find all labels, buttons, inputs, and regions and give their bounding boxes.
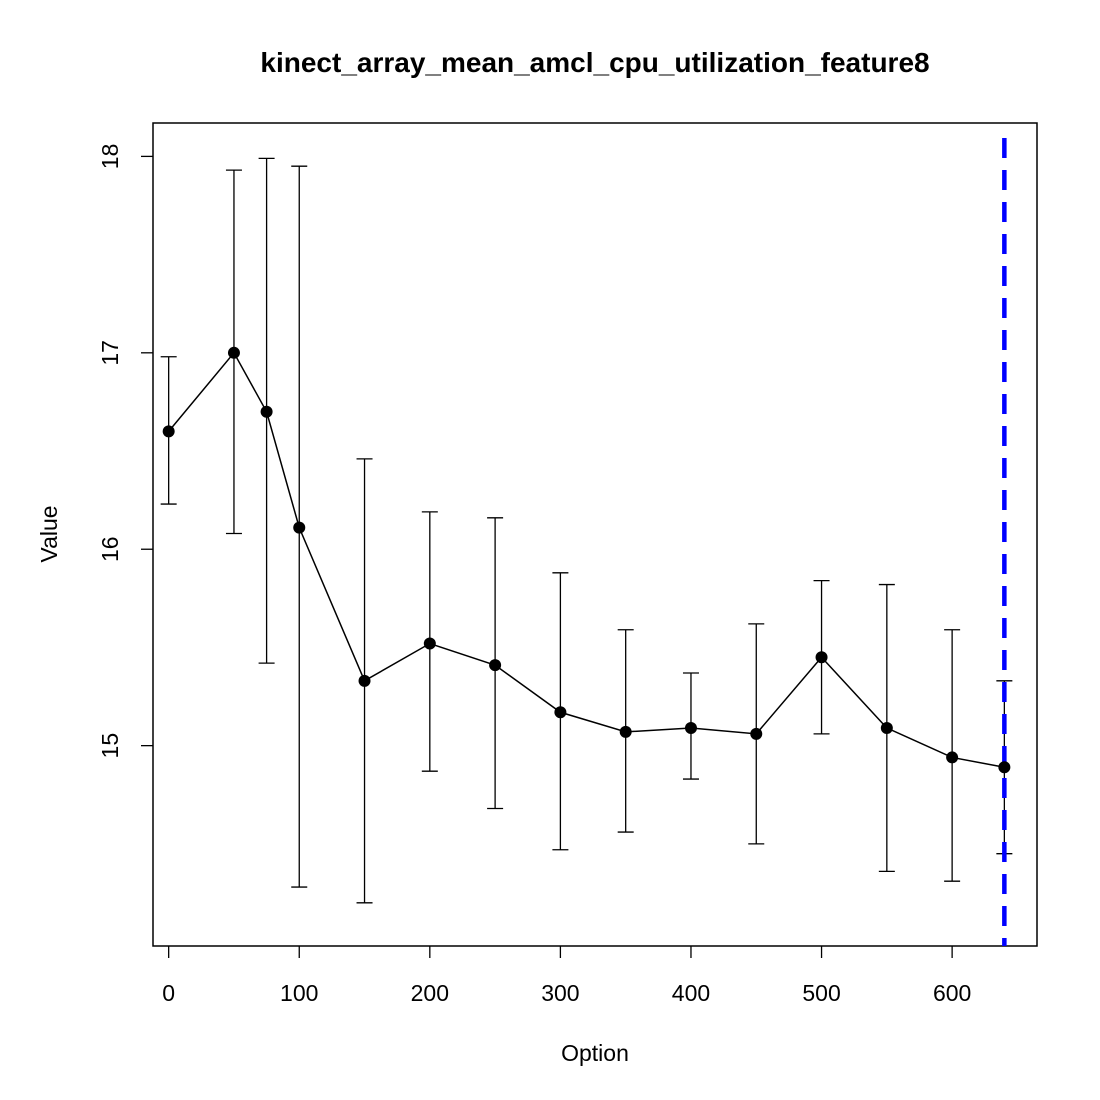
data-point xyxy=(260,405,273,418)
y-tick-label: 17 xyxy=(97,340,123,366)
plot-area: 0 100 200 300 400 500 600 15 16 17 18 xyxy=(97,122,1038,1006)
series-line xyxy=(168,351,1005,768)
y-axis-label: Value xyxy=(36,505,62,562)
data-point xyxy=(489,659,502,672)
y-tick-label: 15 xyxy=(97,733,123,759)
data-point xyxy=(998,761,1011,774)
data-point xyxy=(423,637,436,650)
y-tick-label: 18 xyxy=(97,144,123,170)
data-point xyxy=(946,751,959,764)
data-point xyxy=(815,651,828,664)
x-tick-label: 200 xyxy=(411,980,449,1006)
data-point xyxy=(619,725,632,738)
x-tick-label: 100 xyxy=(280,980,318,1006)
data-point xyxy=(358,674,371,687)
x-tick-label: 400 xyxy=(672,980,710,1006)
x-tick-label: 300 xyxy=(541,980,579,1006)
data-point xyxy=(684,721,697,734)
x-tick-label: 0 xyxy=(162,980,175,1006)
data-point xyxy=(227,346,240,359)
plot-frame xyxy=(152,122,1038,947)
y-tick-label: 16 xyxy=(97,536,123,562)
data-point xyxy=(162,425,175,438)
x-tick-label: 600 xyxy=(933,980,971,1006)
data-point xyxy=(750,727,763,740)
chart-title: kinect_array_mean_amcl_cpu_utilization_f… xyxy=(260,47,929,78)
x-axis-label: Option xyxy=(561,1040,629,1066)
x-tick-label: 500 xyxy=(802,980,840,1006)
data-point xyxy=(293,521,306,534)
data-point xyxy=(880,721,893,734)
data-point xyxy=(554,706,567,719)
